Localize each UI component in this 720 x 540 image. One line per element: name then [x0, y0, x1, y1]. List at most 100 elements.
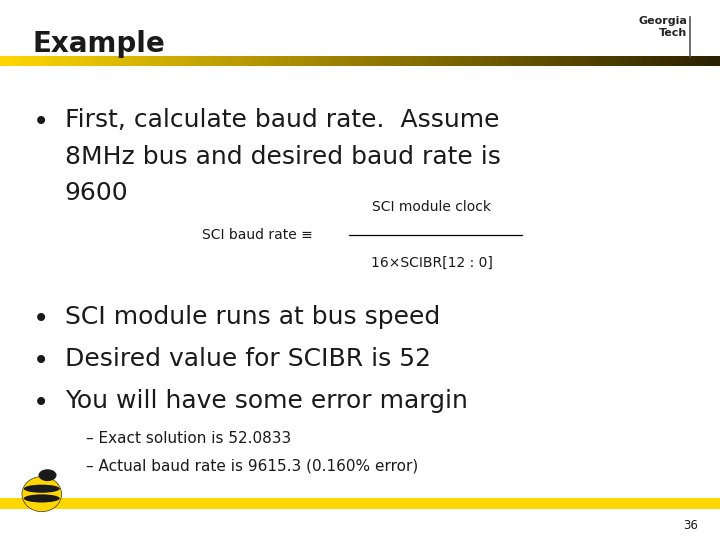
Bar	[374, 56, 379, 66]
Text: SCI module clock: SCI module clock	[372, 200, 492, 214]
Bar	[533, 56, 537, 66]
Bar	[47, 56, 51, 66]
Bar	[572, 56, 577, 66]
Bar	[421, 56, 426, 66]
Bar	[104, 56, 109, 66]
Bar	[482, 56, 487, 66]
Bar	[677, 56, 681, 66]
Bar	[342, 56, 346, 66]
Bar	[122, 56, 127, 66]
Text: – Exact solution is 52.0833: – Exact solution is 52.0833	[86, 431, 292, 447]
Bar	[389, 56, 393, 66]
Bar	[367, 56, 372, 66]
Bar	[324, 56, 328, 66]
Bar	[349, 56, 354, 66]
Bar	[637, 56, 642, 66]
Text: •: •	[32, 108, 49, 136]
Bar	[540, 56, 544, 66]
Bar	[515, 56, 519, 66]
Bar	[490, 56, 494, 66]
Bar	[133, 56, 138, 66]
Bar	[0, 498, 720, 509]
Bar	[259, 56, 264, 66]
Bar	[709, 56, 714, 66]
Bar	[76, 56, 80, 66]
Bar	[612, 56, 616, 66]
Bar	[425, 56, 429, 66]
Bar	[518, 56, 523, 66]
Bar	[461, 56, 465, 66]
Bar	[500, 56, 505, 66]
Bar	[40, 56, 44, 66]
Bar	[475, 56, 480, 66]
Bar	[238, 56, 242, 66]
Bar	[72, 56, 76, 66]
Bar	[83, 56, 87, 66]
Bar	[198, 56, 202, 66]
Bar	[58, 56, 62, 66]
Bar	[115, 56, 120, 66]
Bar	[619, 56, 624, 66]
Bar	[130, 56, 134, 66]
Bar	[306, 56, 310, 66]
Bar	[119, 56, 123, 66]
Bar	[302, 56, 307, 66]
Bar	[346, 56, 350, 66]
Text: •: •	[32, 347, 49, 375]
Bar	[227, 56, 231, 66]
Bar	[590, 56, 595, 66]
Bar	[414, 56, 418, 66]
Bar	[403, 56, 408, 66]
Bar	[266, 56, 271, 66]
Bar	[468, 56, 472, 66]
Bar	[270, 56, 274, 66]
Bar	[274, 56, 278, 66]
Bar	[644, 56, 649, 66]
Bar	[716, 56, 720, 66]
Bar	[439, 56, 444, 66]
Bar	[360, 56, 364, 66]
Bar	[562, 56, 566, 66]
Bar	[288, 56, 292, 66]
Ellipse shape	[24, 495, 60, 502]
Bar	[713, 56, 717, 66]
Bar	[245, 56, 249, 66]
Bar	[22, 56, 26, 66]
Text: 36: 36	[683, 519, 698, 532]
Bar	[29, 56, 33, 66]
Bar	[486, 56, 490, 66]
Bar	[50, 56, 55, 66]
Bar	[659, 56, 663, 66]
Bar	[407, 56, 411, 66]
Bar	[173, 56, 177, 66]
Bar	[432, 56, 436, 66]
Bar	[65, 56, 69, 66]
Bar	[248, 56, 253, 66]
Text: Desired value for SCIBR is 52: Desired value for SCIBR is 52	[65, 347, 431, 371]
Text: – Actual baud rate is 9615.3 (0.160% error): – Actual baud rate is 9615.3 (0.160% err…	[86, 458, 418, 474]
Bar	[536, 56, 541, 66]
Bar	[371, 56, 375, 66]
Bar	[108, 56, 112, 66]
Bar	[472, 56, 476, 66]
Bar	[630, 56, 634, 66]
Bar	[396, 56, 400, 66]
Bar	[79, 56, 84, 66]
Text: Example: Example	[32, 30, 165, 58]
Bar	[328, 56, 332, 66]
Bar	[443, 56, 447, 66]
Bar	[155, 56, 159, 66]
Bar	[652, 56, 656, 66]
Bar	[320, 56, 325, 66]
Bar	[493, 56, 498, 66]
Bar	[25, 56, 30, 66]
Bar	[464, 56, 469, 66]
Bar	[698, 56, 703, 66]
Bar	[216, 56, 220, 66]
Bar	[97, 56, 102, 66]
Bar	[554, 56, 559, 66]
Bar	[410, 56, 415, 66]
Bar	[191, 56, 195, 66]
Bar	[616, 56, 620, 66]
Bar	[418, 56, 422, 66]
